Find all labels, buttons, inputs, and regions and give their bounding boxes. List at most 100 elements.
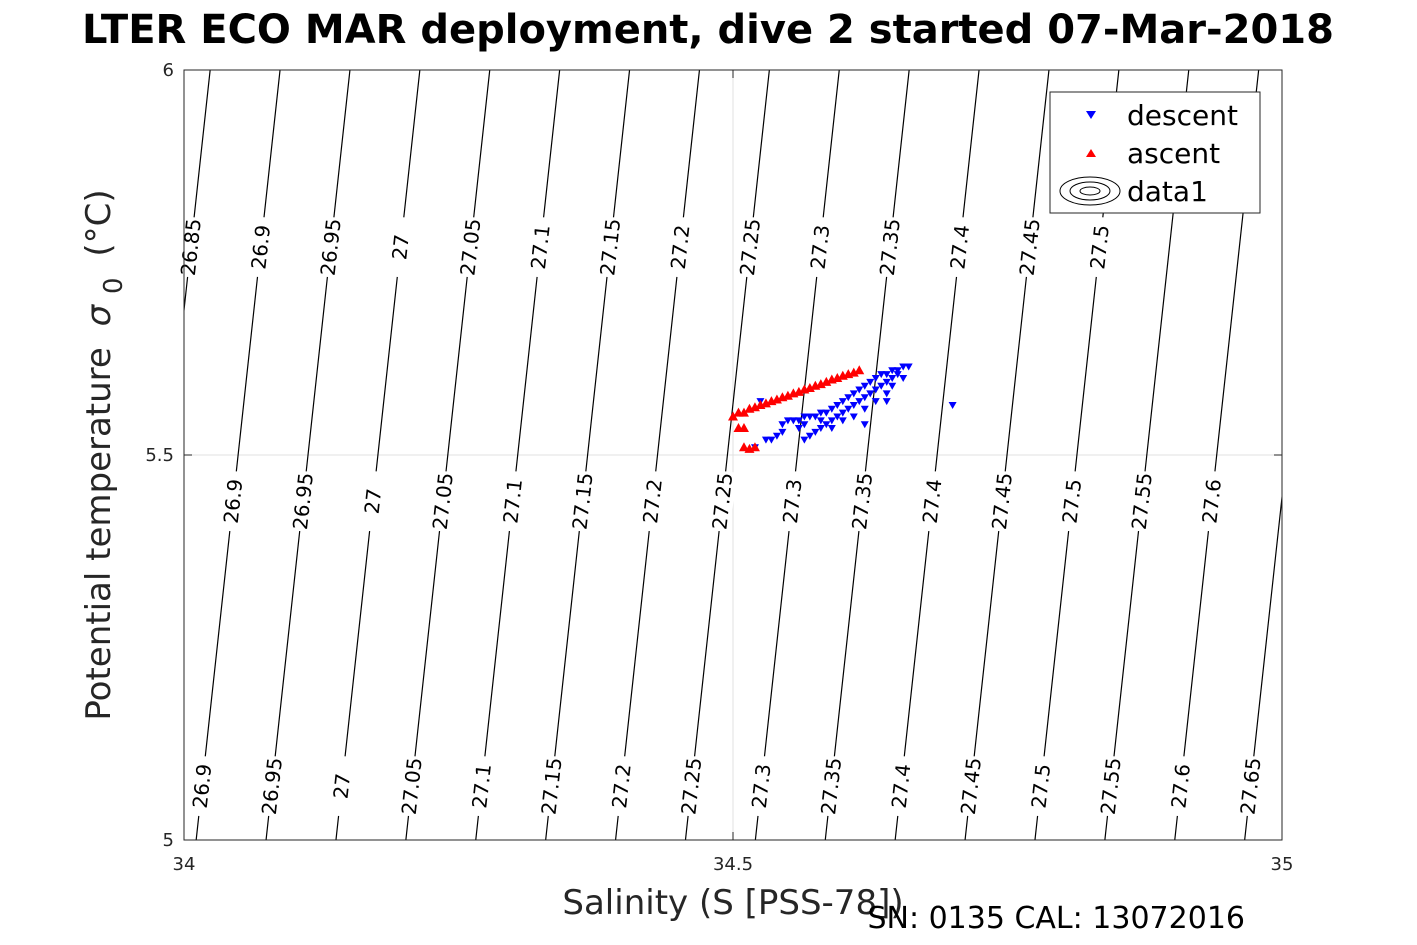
ascent-point [821, 376, 832, 386]
descent-point [778, 421, 787, 429]
descent-point [811, 413, 820, 421]
descent-point [888, 367, 897, 375]
contour-label: 27.45 [987, 470, 1017, 533]
descent-point [888, 382, 897, 390]
contour-label: 27.1 [467, 755, 496, 818]
contour-label-text: 27.3 [778, 478, 807, 525]
descent-point [860, 421, 869, 429]
contour-label-bg [875, 216, 905, 279]
contour-label-text: 27 [387, 233, 414, 261]
descent-point [893, 367, 902, 375]
ascent-series [728, 365, 865, 453]
contour-label-text: 27.3 [806, 224, 835, 271]
ascent-point [848, 367, 859, 377]
ascent-point [749, 402, 760, 412]
chart-title: LTER ECO MAR deployment, dive 2 started … [0, 0, 1417, 60]
contour-label-text: 27.4 [945, 224, 974, 271]
ascent-point [771, 394, 782, 404]
contour-label-bg [1166, 755, 1195, 818]
contour-label-bg [288, 470, 318, 533]
contour-label-text: 27 [360, 487, 387, 515]
contour-label-text: 27 [329, 772, 356, 800]
legend: descent ascent data1 [1049, 91, 1261, 214]
contour-label: 27.4 [945, 216, 974, 279]
contour-label-bg [397, 755, 426, 818]
contour-label-bg [886, 755, 916, 818]
descent-point [844, 405, 853, 413]
ascent-point [738, 407, 749, 417]
contour-label-bg [316, 216, 345, 279]
contour-label: 27.6 [1197, 470, 1226, 533]
descent-point [888, 375, 897, 382]
contour-line [195, 70, 281, 840]
contour-label-bg [956, 755, 986, 818]
contour-label-bg [747, 755, 776, 818]
descent-point [827, 417, 836, 425]
descent-point [866, 378, 875, 386]
legend-contour-icon [1059, 176, 1121, 206]
ascent-point [738, 442, 749, 452]
contour-label-bg [638, 470, 667, 533]
descent-point [899, 375, 908, 382]
y-axis-label-subscript: 0 [99, 277, 129, 294]
contour-line [614, 70, 701, 840]
contour-label: 27.5 [1027, 755, 1055, 818]
descent-point [877, 371, 886, 379]
descent-point [866, 390, 875, 398]
contour-label: 27.3 [747, 755, 776, 818]
contour-label-bg [386, 216, 415, 279]
ascent-point [854, 365, 865, 375]
y-tick-label: 6 [163, 60, 174, 81]
x-tick-label: 34 [173, 854, 196, 875]
contour-label-bg [778, 470, 807, 533]
contour-label-bg [1096, 755, 1125, 818]
contour-label: 27.65 [1236, 755, 1266, 818]
ascent-point [793, 386, 804, 396]
contour-line [475, 70, 561, 840]
contour-label-bg [537, 755, 566, 818]
contour-label-text: 26.9 [188, 763, 217, 810]
contour-label-text: 27.3 [747, 763, 776, 810]
descent-point [904, 363, 913, 371]
contour-label: 27.6 [1166, 755, 1195, 818]
contour-label-bg [1197, 470, 1226, 533]
contour-label-bg [568, 470, 597, 533]
descent-point [833, 401, 842, 409]
descent-point [860, 394, 869, 402]
contour-label-text: 27.4 [887, 763, 916, 810]
contour-label-bg [456, 216, 485, 279]
contour-label-text: 26.9 [246, 224, 275, 271]
ascent-point [749, 442, 760, 452]
contour-label: 27.15 [537, 755, 567, 818]
descent-point [816, 417, 825, 425]
descent-point [882, 378, 891, 386]
contour-label-bg [467, 755, 496, 818]
descent-point [849, 413, 858, 421]
contour-label-bg [816, 755, 846, 818]
contour-label-bg [805, 216, 835, 279]
contour-label-bg [917, 470, 947, 533]
svg-text:Potential temperature σ: Potential temperature σ 0 (°C) [79, 189, 131, 720]
contour-line [265, 70, 351, 840]
density-contours [184, 70, 1282, 840]
legend-descent-label: descent [1127, 99, 1238, 132]
contour-label-text: 27.2 [607, 763, 636, 810]
descent-point [893, 371, 902, 379]
descent-point [899, 363, 908, 371]
contour-label: 27.5 [1085, 216, 1114, 279]
descent-point [948, 401, 957, 409]
contour-label: 27.3 [778, 470, 807, 533]
contour-label: 27.3 [805, 216, 835, 279]
contour-label-text: 26.9 [219, 478, 248, 525]
descent-point [772, 432, 781, 440]
chart-title-text: LTER ECO MAR deployment, dive 2 started … [82, 7, 1334, 53]
descent-point [822, 409, 831, 417]
contour-label-bg [596, 216, 625, 279]
descent-point [855, 398, 864, 406]
contour-label-bg [847, 470, 877, 533]
descent-point [838, 417, 847, 425]
legend-ascent-marker [1086, 149, 1096, 157]
y-axis-label: Potential temperature σ 0 (°C) [79, 189, 131, 720]
x-tick-label: 35 [1271, 854, 1294, 875]
